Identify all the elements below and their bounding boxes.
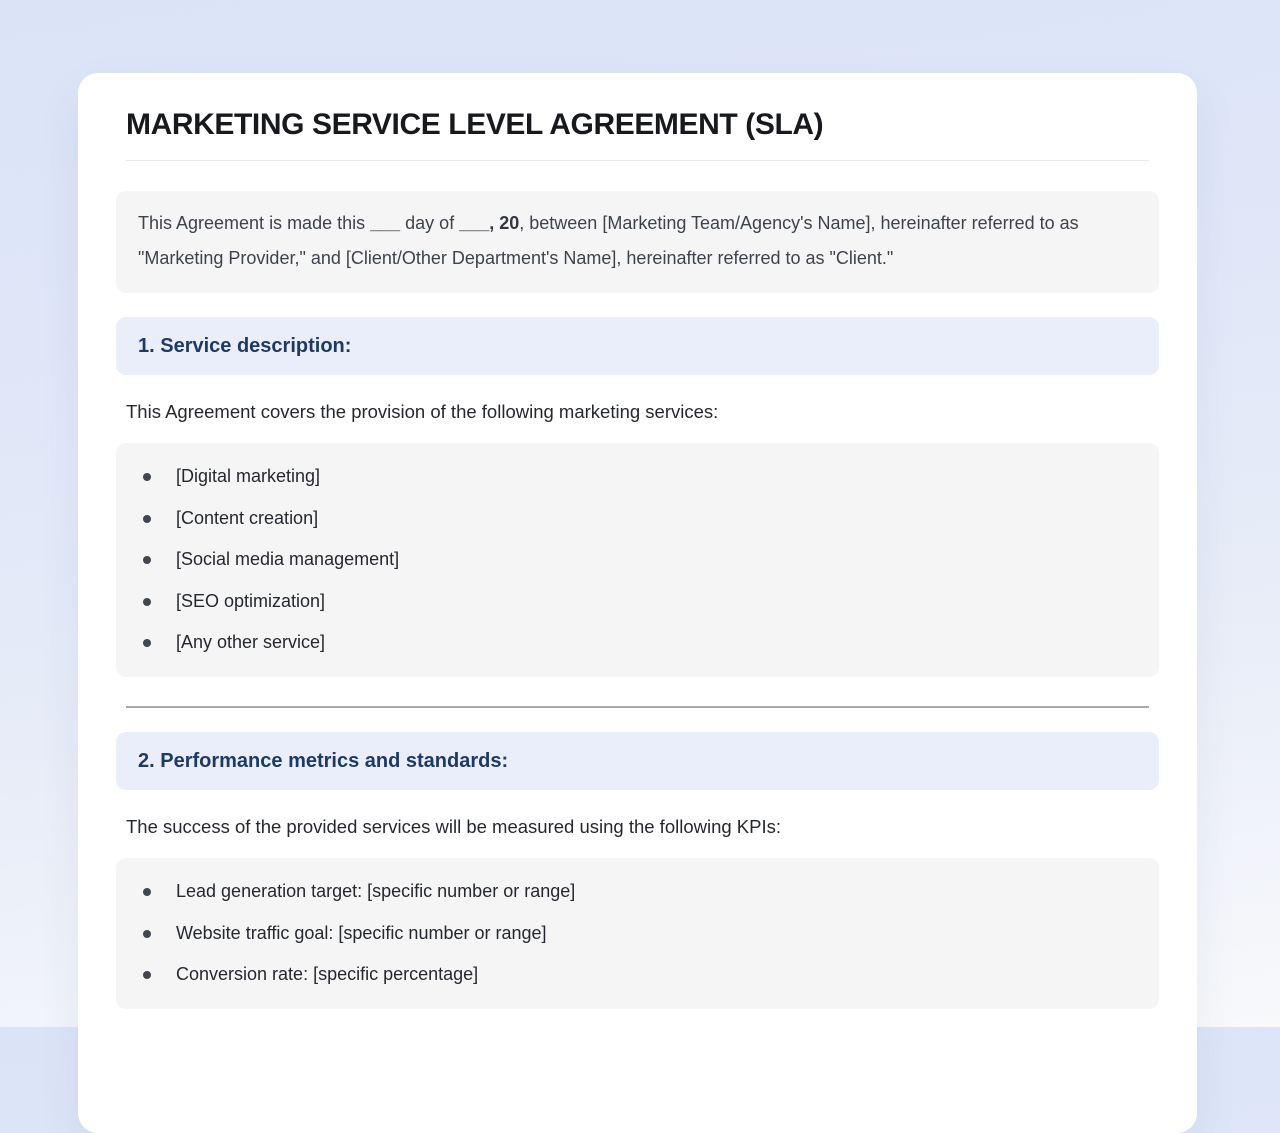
section-divider bbox=[126, 705, 1149, 708]
service-list-box: [Digital marketing] [Content creation] [… bbox=[116, 443, 1159, 677]
section-heading-performance-metrics: 2. Performance metrics and standards: bbox=[116, 731, 1159, 790]
kpi-list: Lead generation target: [specific number… bbox=[138, 871, 1137, 996]
section-heading-service-description: 1. Service description: bbox=[116, 317, 1159, 375]
list-item: Website traffic goal: [specific number o… bbox=[138, 913, 1137, 955]
intro-blank-month-year: ___, 20 bbox=[459, 213, 520, 233]
kpi-list-box: Lead generation target: [specific number… bbox=[116, 857, 1159, 1009]
document-title: MARKETING SERVICE LEVEL AGREEMENT (SLA) bbox=[126, 108, 824, 141]
page-background: { "document": { "title": "MARKETING SERV… bbox=[0, 0, 1280, 1027]
list-item: [Social media management] bbox=[138, 539, 1137, 581]
intro-text-start: This Agreement is made this bbox=[138, 213, 371, 233]
list-item: [Content creation] bbox=[138, 498, 1137, 540]
intro-text-day-of: day of bbox=[400, 213, 460, 233]
agreement-intro-box: This Agreement is made this ___ day of _… bbox=[116, 191, 1159, 293]
list-item: [SEO optimization] bbox=[138, 581, 1137, 623]
section-1-paragraph: This Agreement covers the provision of t… bbox=[126, 401, 719, 422]
service-list: [Digital marketing] [Content creation] [… bbox=[138, 456, 1137, 664]
section-2-paragraph: The success of the provided services wil… bbox=[126, 815, 782, 837]
title-divider bbox=[126, 160, 1149, 161]
list-item: Conversion rate: [specific percentage] bbox=[138, 954, 1137, 996]
intro-text-rest: , between [Marketing Team/Agency's Name]… bbox=[138, 213, 1079, 268]
intro-blank-day: ___ bbox=[370, 213, 401, 233]
list-item: [Digital marketing] bbox=[138, 456, 1137, 498]
document-card: MARKETING SERVICE LEVEL AGREEMENT (SLA) … bbox=[78, 73, 1197, 1133]
list-item: [Any other service] bbox=[138, 622, 1137, 664]
list-item: Lead generation target: [specific number… bbox=[138, 871, 1137, 913]
